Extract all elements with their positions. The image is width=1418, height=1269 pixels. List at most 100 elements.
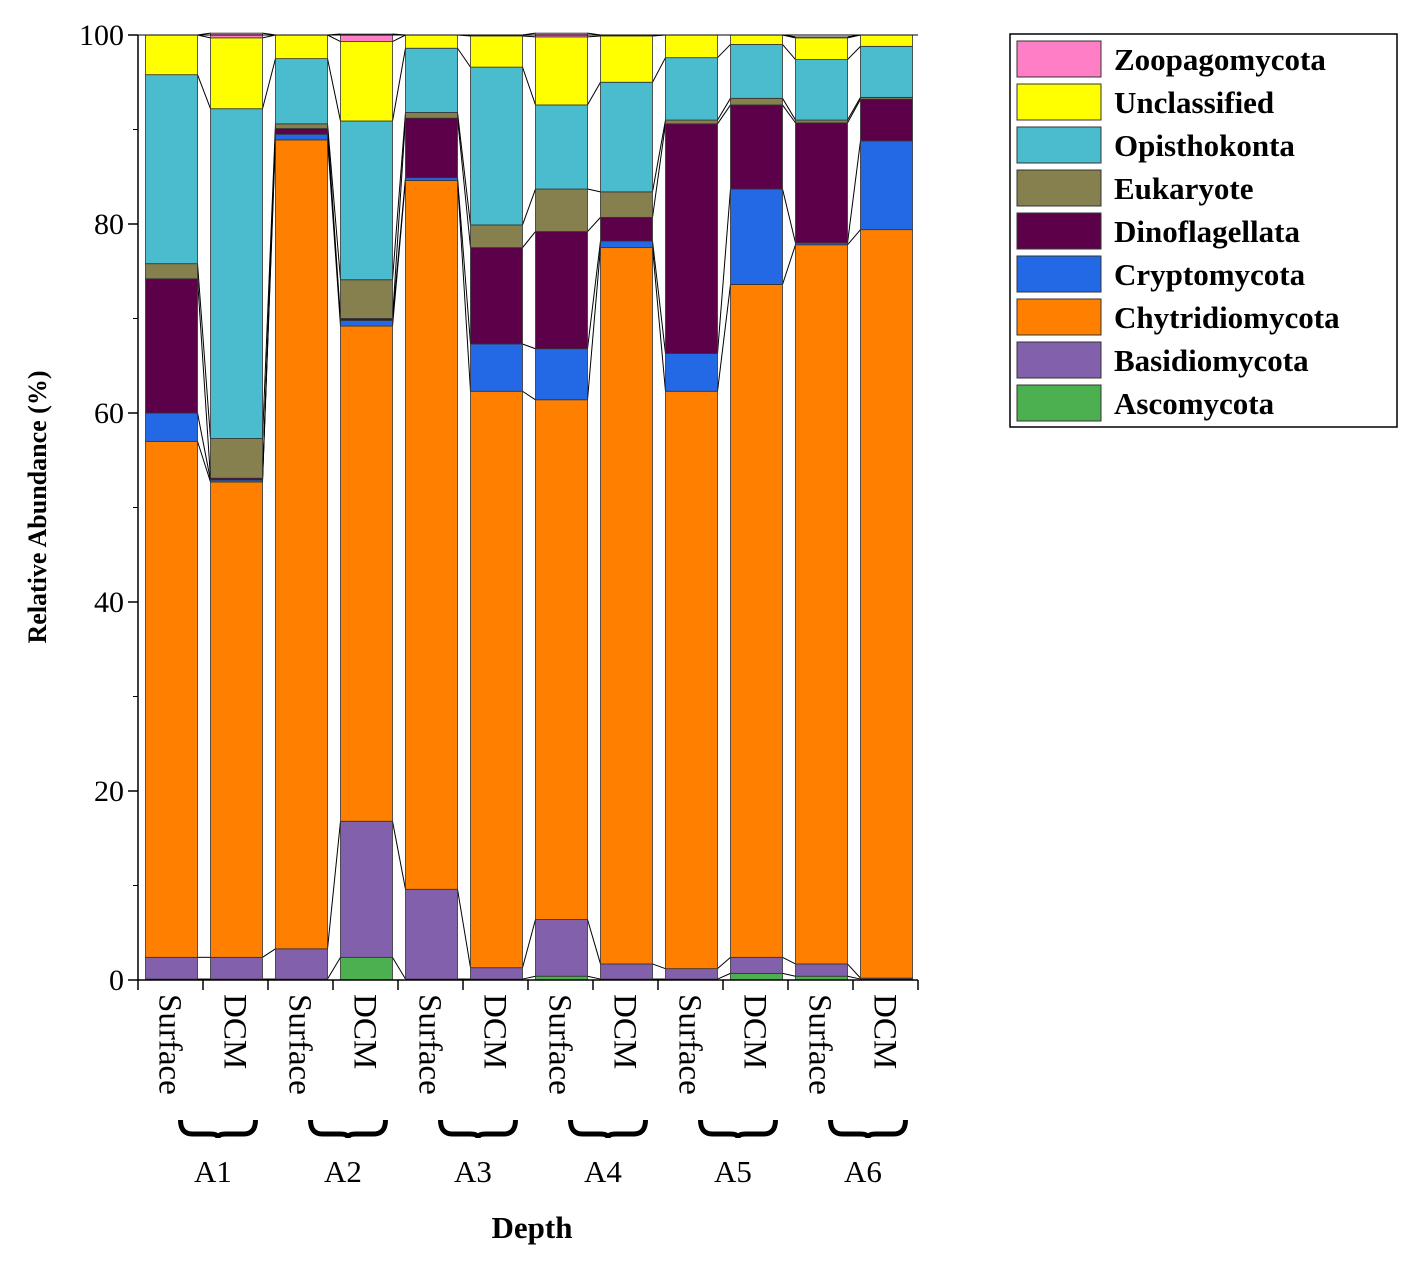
connector-line — [392, 118, 406, 319]
connector-line — [717, 104, 731, 125]
bar-segment-eukaryote — [600, 191, 653, 218]
connector-line — [522, 919, 536, 968]
connector-line — [782, 98, 796, 121]
connector-line — [717, 956, 731, 970]
group-brace-a3 — [438, 1119, 518, 1139]
bar-stack-6 — [470, 34, 523, 981]
bar-segment-basidiomycota — [210, 956, 263, 980]
connector-line — [262, 948, 276, 958]
connector-line — [847, 45, 861, 60]
bar-segment-opisthokonta — [210, 108, 263, 439]
bar-segment-unclassified — [795, 37, 848, 60]
connector-line — [327, 34, 341, 43]
y-tick-label: 0 — [109, 964, 124, 997]
bar-stack-1 — [145, 34, 198, 981]
connector-line — [782, 244, 796, 285]
bar-segment-eukaryote — [275, 123, 328, 129]
bar-stacks — [145, 32, 913, 981]
x-axis-label: Depth — [492, 1210, 573, 1245]
connector-line — [392, 34, 406, 43]
connector-line — [847, 140, 861, 243]
bar-segment-basidiomycota — [795, 963, 848, 977]
bar-segment-chytridiomycota — [535, 399, 588, 920]
connector-line — [652, 240, 666, 354]
bar-segment-dinoflagellata — [145, 278, 198, 414]
y-tick-label: 40 — [94, 586, 124, 619]
connector-line — [587, 975, 601, 980]
bar-segment-eukaryote — [665, 119, 718, 125]
bar-segment-cryptomycota — [340, 319, 393, 327]
group-label-a5: A5 — [714, 1154, 752, 1189]
bar-segment-dinoflagellata — [730, 104, 783, 190]
legend-swatch — [1016, 83, 1102, 121]
bar-segment-opisthokonta — [340, 120, 393, 281]
bar-segment-basidiomycota — [600, 963, 653, 980]
bar-segment-dinoflagellata — [405, 117, 458, 179]
bar-segment-eukaryote — [340, 279, 393, 319]
bar-stack-12 — [860, 34, 913, 981]
legend-swatch — [1016, 212, 1102, 250]
legend-label: Ascomycota — [1114, 386, 1275, 421]
legend-swatch — [1016, 384, 1102, 422]
legend-swatch — [1016, 169, 1102, 207]
connector-line — [457, 180, 471, 392]
connector-line — [587, 188, 601, 193]
connector-line — [522, 390, 536, 401]
connector-line — [262, 123, 276, 439]
legend-item-unclassified: Unclassified — [1016, 83, 1274, 121]
connector-line — [652, 247, 666, 392]
y-tick-label: 60 — [94, 397, 124, 430]
bar-segment-basidiomycota — [275, 948, 328, 980]
connector-line — [652, 963, 666, 970]
bar-segment-chytridiomycota — [275, 139, 328, 950]
bar-segment-unclassified — [145, 34, 198, 76]
bar-segment-ascomycota — [730, 972, 783, 981]
bar-segment-unclassified — [405, 34, 458, 49]
bar-segment-dinoflagellata — [470, 247, 523, 345]
x-category-label: DCM — [347, 994, 383, 1069]
connector-line — [327, 821, 341, 949]
bar-segment-eukaryote — [470, 224, 523, 249]
bar-segment-chytridiomycota — [730, 284, 783, 958]
group-label-a4: A4 — [584, 1154, 622, 1189]
bar-segment-unclassified — [535, 36, 588, 106]
connector-line — [197, 278, 211, 479]
connector-line — [457, 177, 471, 345]
y-tick-label: 80 — [94, 208, 124, 241]
y-tick-label: 100 — [79, 19, 124, 52]
axes: 0 20 40 60 80 100 — [79, 19, 919, 997]
legend-label: Opisthokonta — [1114, 128, 1295, 163]
x-tick-labels: Surface DCM Surface DCM Surface DCM Surface DCM… — [152, 994, 903, 1095]
bar-segment-unclassified — [470, 35, 523, 68]
legend-item-basidiomycota: Basidiomycota — [1016, 341, 1309, 379]
connector-line — [717, 44, 731, 59]
connector-line — [197, 74, 211, 109]
legend-label: Dinoflagellata — [1114, 214, 1300, 249]
bar-segment-unclassified — [860, 34, 913, 47]
connector-line — [392, 957, 406, 980]
connector-line — [652, 57, 666, 83]
bar-segment-opisthokonta — [860, 45, 913, 98]
connector-line — [717, 284, 731, 392]
bar-segment-unclassified — [600, 35, 653, 83]
connector-line — [457, 118, 471, 248]
connector-line — [847, 97, 861, 121]
connector-line — [457, 889, 471, 968]
connector-line — [327, 128, 341, 319]
bar-segment-opisthokonta — [275, 58, 328, 125]
bar-segment-dinoflagellata — [795, 122, 848, 244]
bar-segment-ascomycota — [340, 956, 393, 981]
bar-segment-opisthokonta — [665, 57, 718, 121]
bar-segment-eukaryote — [405, 112, 458, 119]
group-label-a3: A3 — [454, 1154, 492, 1189]
connector-line — [587, 217, 601, 232]
legend-label: Unclassified — [1114, 85, 1274, 120]
connector-line — [717, 98, 731, 121]
connector-line — [262, 58, 276, 109]
x-category-label: Surface — [802, 994, 838, 1095]
group-brace-a2 — [308, 1119, 388, 1139]
legend-swatch — [1016, 298, 1102, 336]
connector-line — [522, 231, 536, 248]
bar-segment-cryptomycota — [535, 348, 588, 401]
bar-segment-chytridiomycota — [860, 229, 913, 979]
